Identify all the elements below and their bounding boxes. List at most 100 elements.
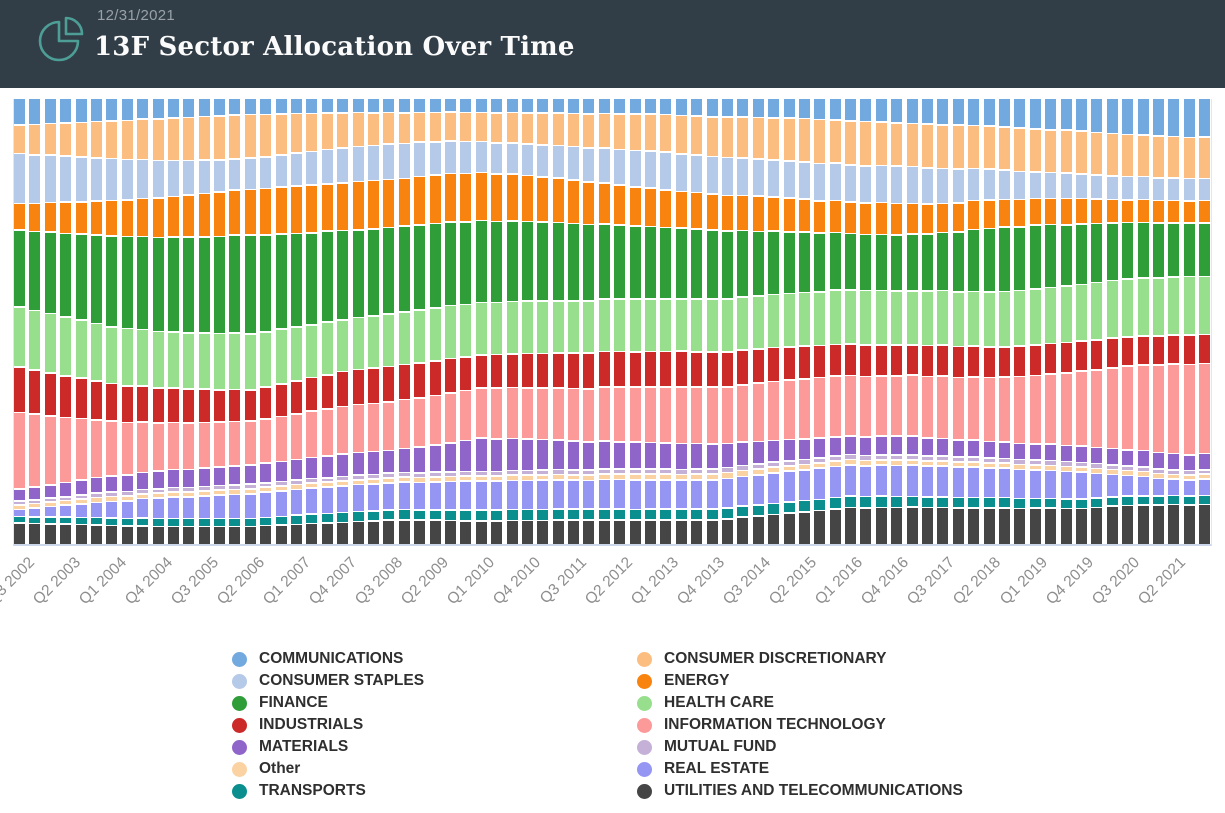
bar-segment[interactable] <box>1045 130 1057 172</box>
bar-segment[interactable] <box>891 466 903 496</box>
bar-segment[interactable] <box>568 354 580 388</box>
bar-segment[interactable] <box>198 423 210 468</box>
bar-segment[interactable] <box>121 526 133 545</box>
bar-segment[interactable] <box>121 501 133 518</box>
bar-segment[interactable] <box>475 438 487 471</box>
bar-segment[interactable] <box>660 190 672 227</box>
bar-segment[interactable] <box>414 398 426 447</box>
bar-segment[interactable] <box>629 443 641 469</box>
legend-item-mutual-fund[interactable]: MUTUAL FUND <box>637 738 963 756</box>
bar-segment[interactable] <box>291 490 303 515</box>
bar-segment[interactable] <box>999 227 1010 291</box>
bar-segment[interactable] <box>352 147 364 181</box>
bar-segment[interactable] <box>552 223 564 300</box>
bar-segment[interactable] <box>475 113 487 141</box>
bar-segment[interactable] <box>1091 370 1103 447</box>
bar-segment[interactable] <box>429 477 441 481</box>
bar-segment[interactable] <box>198 468 210 486</box>
bar-segment[interactable] <box>875 235 887 290</box>
bar-segment[interactable] <box>906 460 918 465</box>
bar-segment[interactable] <box>752 475 764 505</box>
bar-segment[interactable] <box>44 416 56 484</box>
bar-segment[interactable] <box>1045 471 1057 498</box>
bar-segment[interactable] <box>675 444 687 469</box>
bar-segment[interactable] <box>152 424 164 471</box>
bar-segment[interactable] <box>429 176 441 223</box>
bar-segment[interactable] <box>90 235 102 323</box>
bar-segment[interactable] <box>829 345 841 376</box>
bar-segment[interactable] <box>337 231 349 319</box>
bar-segment[interactable] <box>691 520 703 544</box>
bar-segment[interactable] <box>968 462 980 467</box>
bar-segment[interactable] <box>768 160 780 197</box>
bar-segment[interactable] <box>937 466 949 496</box>
bar-segment[interactable] <box>691 444 703 469</box>
bar-segment[interactable] <box>922 377 934 438</box>
bar-segment[interactable] <box>14 510 25 516</box>
bar-segment[interactable] <box>321 523 333 545</box>
bar-segment[interactable] <box>106 526 118 544</box>
bar-segment[interactable] <box>783 99 795 118</box>
bar-segment[interactable] <box>645 115 657 151</box>
bar-segment[interactable] <box>90 99 102 121</box>
bar-segment[interactable] <box>691 509 703 520</box>
bar-segment[interactable] <box>675 192 687 228</box>
bar-segment[interactable] <box>398 144 410 178</box>
bar-segment[interactable] <box>737 477 749 506</box>
bar-segment[interactable] <box>783 161 795 198</box>
bar-segment[interactable] <box>1014 465 1026 469</box>
bar-segment[interactable] <box>552 99 564 113</box>
bar-segment[interactable] <box>306 524 318 544</box>
bar-segment[interactable] <box>552 470 564 474</box>
bar-segment[interactable] <box>922 204 934 233</box>
bar-segment[interactable] <box>429 510 441 520</box>
bar-segment[interactable] <box>721 479 733 508</box>
bar-segment[interactable] <box>999 468 1010 497</box>
bar-segment[interactable] <box>552 146 564 177</box>
bar-segment[interactable] <box>752 442 764 464</box>
bar-segment[interactable] <box>521 222 533 301</box>
bar-segment[interactable] <box>721 352 733 386</box>
bar-segment[interactable] <box>29 487 41 500</box>
bar-segment[interactable] <box>367 146 379 180</box>
bar-segment[interactable] <box>645 99 657 114</box>
bar-segment[interactable] <box>860 291 872 345</box>
bar-segment[interactable] <box>798 99 810 118</box>
bar-segment[interactable] <box>552 475 564 480</box>
bar-segment[interactable] <box>537 301 549 353</box>
bar-segment[interactable] <box>721 158 733 195</box>
bar-segment[interactable] <box>14 125 25 153</box>
bar-segment[interactable] <box>891 291 903 345</box>
bar-segment[interactable] <box>44 524 56 545</box>
bar-segment[interactable] <box>1183 277 1195 335</box>
bar-segment[interactable] <box>152 238 164 331</box>
bar-segment[interactable] <box>629 469 641 474</box>
bar-segment[interactable] <box>598 509 610 520</box>
bar-segment[interactable] <box>383 451 395 473</box>
bar-segment[interactable] <box>106 476 118 492</box>
bar-segment[interactable] <box>660 99 672 114</box>
bar-segment[interactable] <box>1029 460 1041 464</box>
bar-segment[interactable] <box>968 230 980 291</box>
bar-segment[interactable] <box>383 367 395 402</box>
bar-segment[interactable] <box>598 474 610 479</box>
bar-segment[interactable] <box>444 112 456 141</box>
bar-segment[interactable] <box>260 518 272 525</box>
bar-segment[interactable] <box>999 377 1010 442</box>
bar-segment[interactable] <box>244 527 256 545</box>
bar-segment[interactable] <box>860 377 872 436</box>
bar-segment[interactable] <box>1183 480 1195 496</box>
bar-segment[interactable] <box>1014 444 1026 459</box>
bar-segment[interactable] <box>383 228 395 314</box>
bar-segment[interactable] <box>137 423 149 472</box>
bar-segment[interactable] <box>598 469 610 474</box>
bar-segment[interactable] <box>937 125 949 168</box>
bar-segment[interactable] <box>875 345 887 375</box>
bar-segment[interactable] <box>44 124 56 155</box>
bar-segment[interactable] <box>937 461 949 466</box>
bar-segment[interactable] <box>167 388 179 422</box>
bar-segment[interactable] <box>645 443 657 469</box>
bar-segment[interactable] <box>260 332 272 387</box>
bar-segment[interactable] <box>491 388 503 438</box>
bar-segment[interactable] <box>1029 129 1041 172</box>
